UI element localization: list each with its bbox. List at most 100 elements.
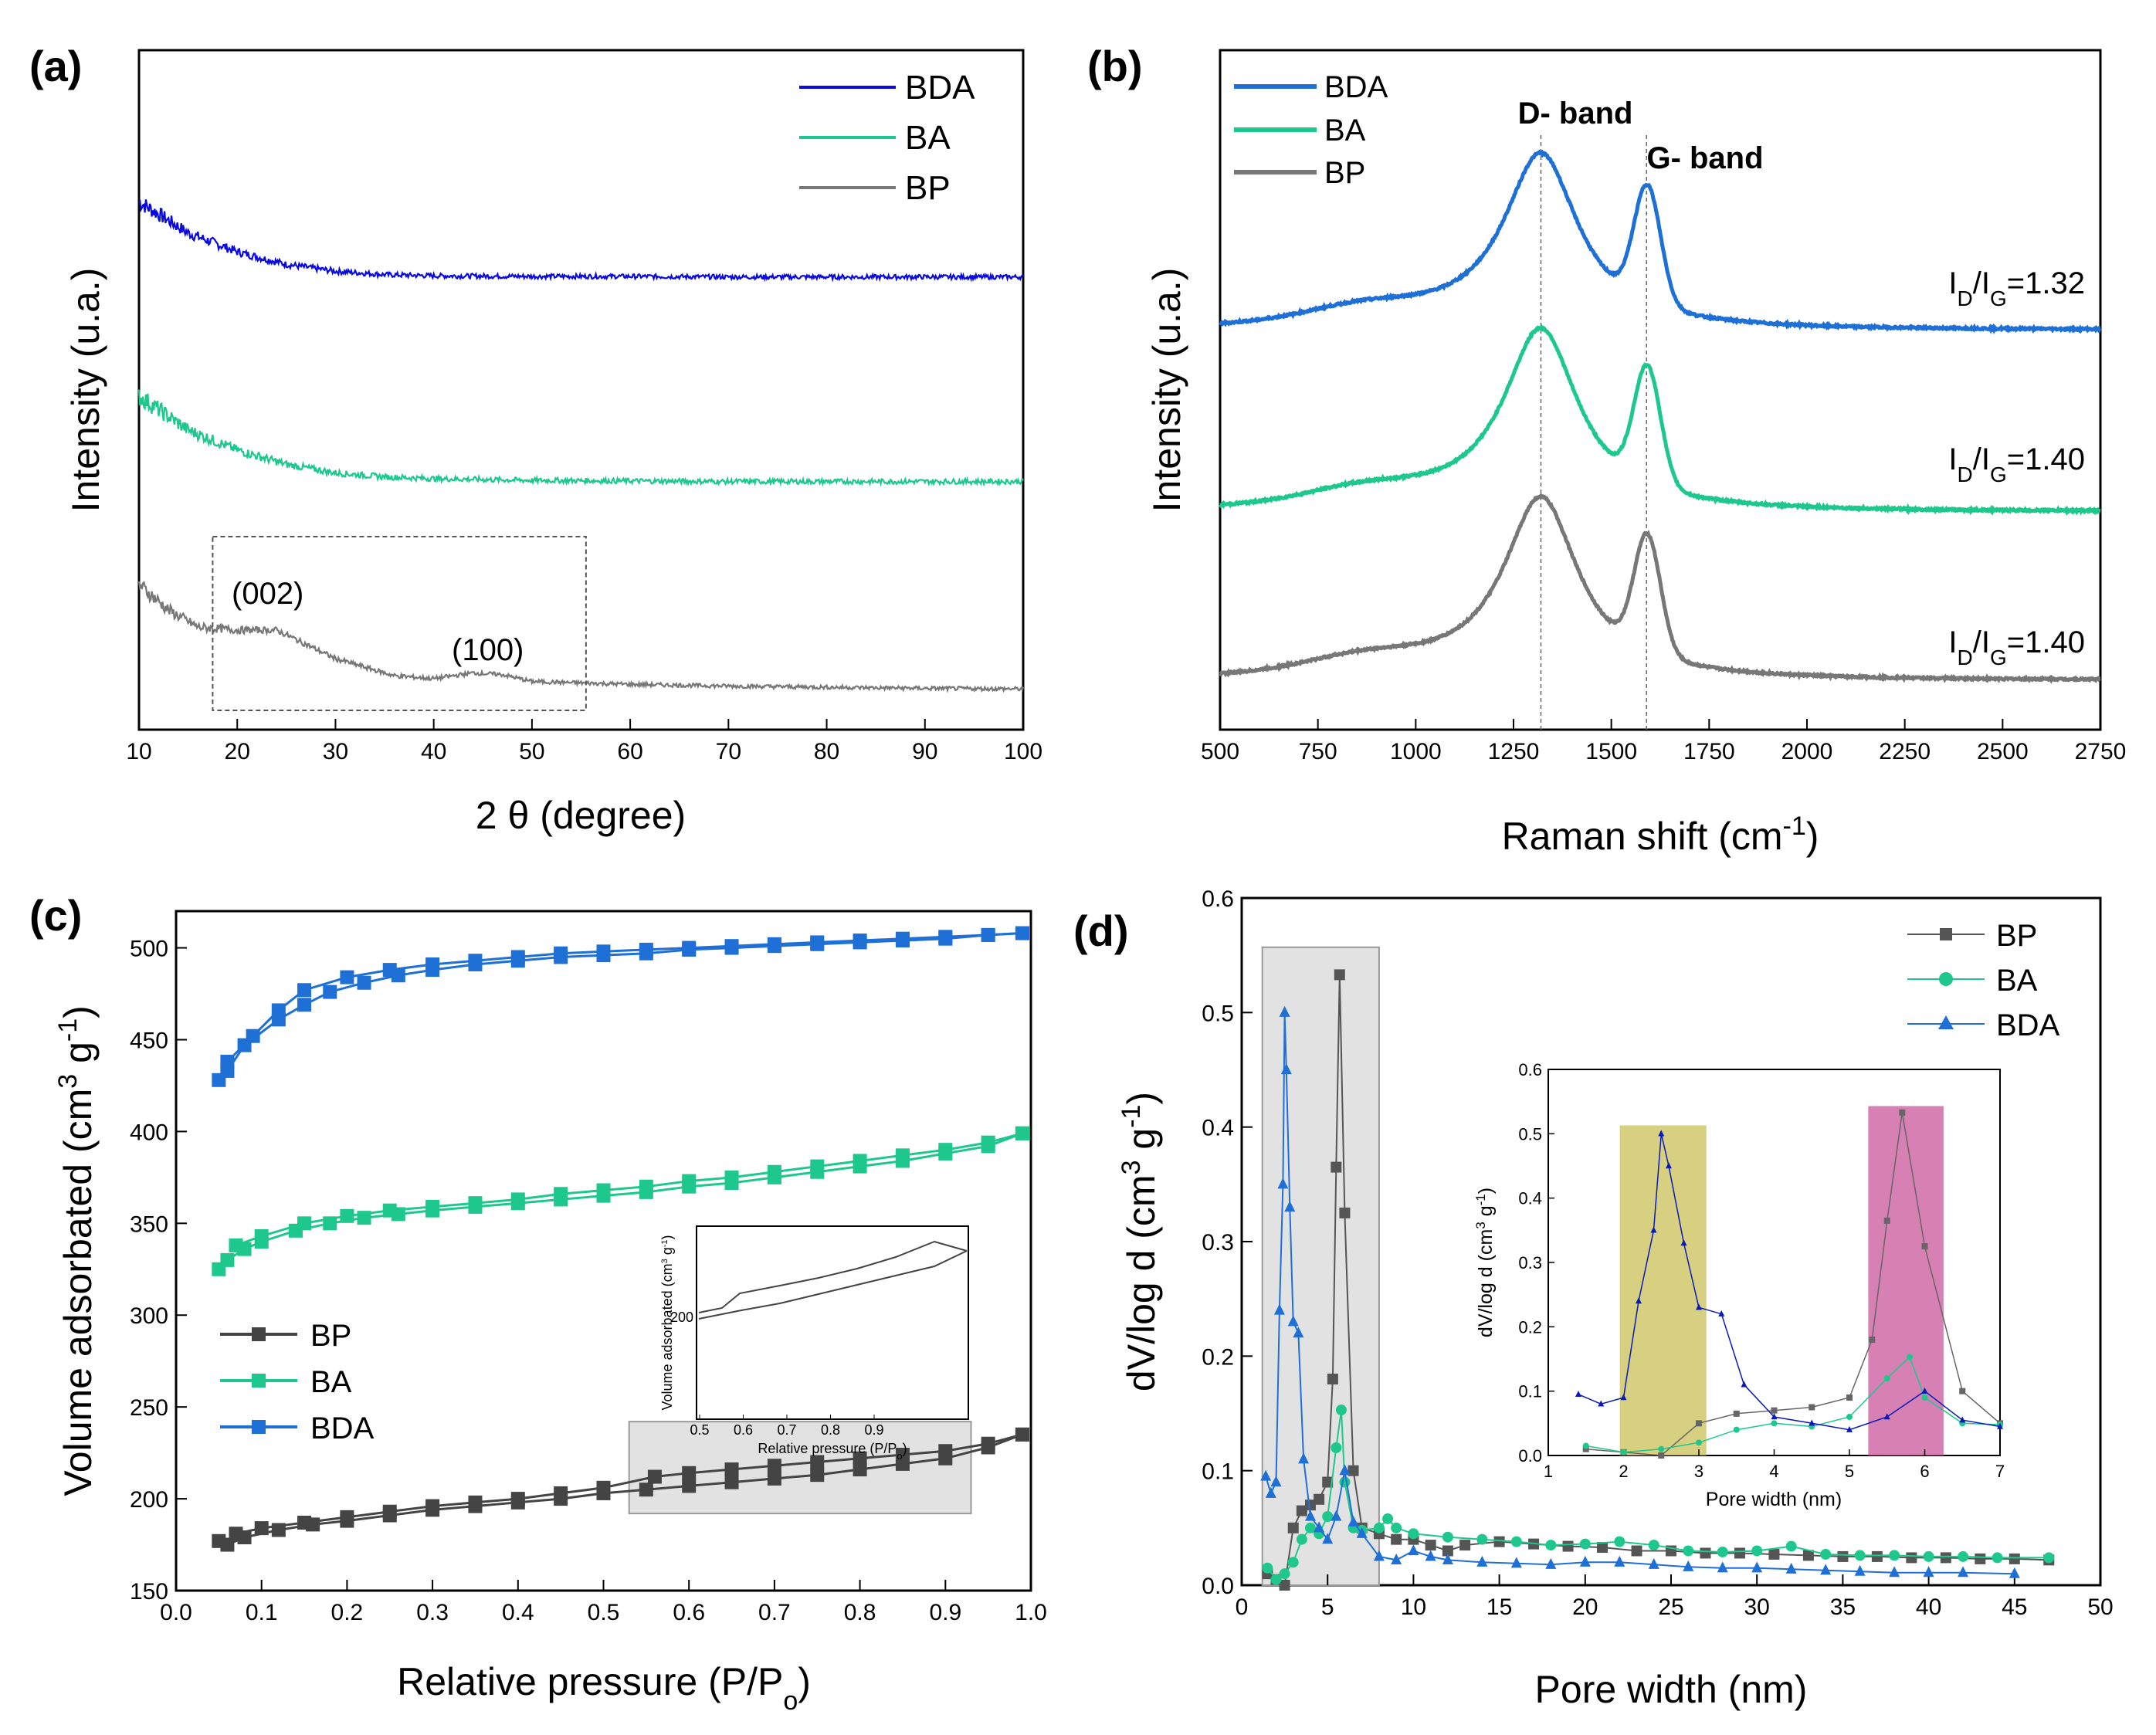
- panel-d-inset-bda-point: [1846, 1425, 1853, 1432]
- panel-c-xtick-label-0.1: 0.1: [246, 1600, 278, 1625]
- panel-c-bda-adsorption-point: [357, 975, 371, 990]
- panel-d-inset-ytick-label-0.2: 0.2: [1518, 1317, 1542, 1337]
- panel-d-inset-bda-point: [1636, 1297, 1642, 1304]
- panel-d-bda-point: [1391, 1553, 1402, 1564]
- panel-d-inset-ba-point: [1921, 1394, 1928, 1401]
- panel-c-bp-adsorption-point: [682, 1479, 697, 1493]
- panel-c-bda-desorption-point: [596, 944, 611, 959]
- panel-d-inset-pink-box: [1868, 1106, 1944, 1455]
- panel-c-bda-desorption-point: [724, 939, 739, 954]
- panel-d-ba-point: [1408, 1528, 1419, 1540]
- panel-d-inset-ytick-label-0.4: 0.4: [1518, 1189, 1542, 1208]
- panel-c-ba-desorption-point: [981, 1135, 995, 1150]
- panel-d-inset-bda-point: [1883, 1413, 1890, 1420]
- panel-d-ytick-label-0.6: 0.6: [1202, 886, 1234, 912]
- panel-d-bda-point: [1751, 1561, 1763, 1573]
- panel-d-bp-point: [1871, 1550, 1883, 1562]
- panel-d-inset-bda-point: [1658, 1130, 1665, 1137]
- legend-c-ba-marker: [252, 1374, 266, 1388]
- panel-a-xlabel: 2 θ (degree): [476, 794, 686, 837]
- panel-d-inset-bda-line: [1578, 1134, 2001, 1431]
- panel-d-ba-point: [1648, 1540, 1659, 1551]
- panel-b-xlabel: Raman shift (cm-1): [1502, 812, 1819, 858]
- panel-d-ba-point: [1579, 1538, 1591, 1550]
- panel-d-inset-bda-point: [1997, 1422, 2003, 1429]
- panel-d-bda-point: [1322, 1533, 1334, 1544]
- panel-b-ratio-bda: ID/IG=1.32: [1948, 266, 2085, 310]
- panel-d-bda-point: [1270, 1476, 1282, 1487]
- panel-d-bda-point: [1265, 1486, 1276, 1498]
- panel-c-ba-desorption-point: [639, 1179, 653, 1194]
- panel-d-ba-point: [1510, 1536, 1522, 1547]
- panel-d-bda-point: [2009, 1567, 2020, 1578]
- panel-d-ba-point: [1335, 1405, 1347, 1416]
- panel-c-ytick-label-350: 350: [130, 1211, 168, 1237]
- panel-d-bda-point: [1279, 1005, 1290, 1017]
- panel-d-bp-point: [1597, 1542, 1609, 1554]
- panel-d-bda-point: [1280, 1063, 1292, 1075]
- panel-c-bda-desorption-point: [271, 1003, 286, 1018]
- panel-d-bda-point: [1373, 1550, 1385, 1561]
- panel-c-xtick-label-0.2: 0.2: [331, 1600, 364, 1625]
- panel-c-bda-desorption-point: [1015, 926, 1029, 940]
- panel-d-ba-point: [1382, 1513, 1394, 1524]
- panel-d-inset-ba-point: [1846, 1414, 1853, 1420]
- panel-b-xtick-label-1750: 1750: [1683, 739, 1735, 764]
- panel-d-inset-xtick-label-1: 1: [1544, 1462, 1553, 1481]
- panel-d-inset-xtick-label-6: 6: [1920, 1462, 1929, 1481]
- panel-c-ba-desorption-point: [425, 1199, 440, 1214]
- panel-c-xtick-label-0.9: 0.9: [929, 1600, 961, 1625]
- panel-c-ytick-label-150: 150: [130, 1579, 168, 1605]
- panel-b-series-bda: [1219, 149, 2102, 335]
- panel-b-d-band-label: D- band: [1518, 97, 1633, 130]
- panel-d-bda-point: [1425, 1550, 1436, 1561]
- panel-d-ticks: 0 5 10 15 20 25 30 35 40 45 500.00.10.20.30.40.50.…: [1202, 886, 2113, 1620]
- panel-d-bp-point: [1837, 1550, 1849, 1562]
- panel-d-inset-ba-point: [1883, 1375, 1890, 1381]
- panel-d-bp-point: [1734, 1547, 1745, 1559]
- panel-d-bda-point: [1314, 1521, 1325, 1533]
- panel-d-xtick-label-0: 0: [1236, 1594, 1249, 1620]
- panel-d-label: (d): [1073, 906, 1129, 955]
- panel-d-ba-point: [1717, 1546, 1728, 1557]
- panel-c-inset-xtick-label: 0.6: [734, 1422, 753, 1438]
- panel-d-ba-point: [1476, 1533, 1488, 1545]
- panel-d-bda-point: [1348, 1516, 1359, 1527]
- panel-d-inset-ba-point: [1696, 1439, 1702, 1446]
- panel-d-bda-point: [1717, 1561, 1728, 1573]
- panel-d-bp-point: [1493, 1536, 1505, 1547]
- panel-d-ba-point: [1391, 1522, 1402, 1533]
- panel-c-bp-desorption-point: [810, 1455, 825, 1469]
- panel-d-bda-point: [1785, 1562, 1797, 1574]
- panel-c-ytick-label-200: 200: [130, 1487, 168, 1513]
- panel-d-bda-point: [1648, 1557, 1659, 1569]
- panel-a-label: (a): [29, 42, 82, 90]
- panel-d-inset-yellow-box: [1619, 1125, 1707, 1455]
- panel-c-inset-xtick-label: 0.8: [821, 1422, 840, 1438]
- panel-d-xtick-label-20: 20: [1572, 1594, 1598, 1620]
- panel-c-bda-desorption-point: [510, 950, 525, 964]
- panel-c-xtick-label-0.5: 0.5: [588, 1600, 620, 1625]
- panel-c-xtick-label-0.6: 0.6: [673, 1600, 705, 1625]
- panel-d-bda-point: [1273, 1303, 1285, 1315]
- panel-d-inset-bda-point: [1620, 1394, 1627, 1401]
- panel-d-ylabel: dV/log d (cm3 g-1): [1117, 1092, 1163, 1391]
- panel-a-inset-box: [212, 536, 587, 711]
- panel-d-xtick-label-10: 10: [1401, 1594, 1426, 1620]
- panel-d-ytick-label-0.3: 0.3: [1202, 1230, 1234, 1256]
- panel-d-inset-bda-point: [1650, 1226, 1657, 1233]
- panel-b-xtick-label-2750: 2750: [2075, 739, 2127, 764]
- panel-d-bp-point: [1768, 1548, 1780, 1560]
- panel-d-inset-bp-point: [1869, 1337, 1876, 1343]
- panel-d-ba-point: [1820, 1548, 1832, 1560]
- panel-c-xtick-label-0: 0.0: [160, 1600, 192, 1625]
- panel-c-bp-adsorption-point: [767, 1471, 781, 1486]
- panel-c-inset-ylabel: Volume adsorbated (cm3 g-1): [659, 1235, 675, 1410]
- legend-d-bda-label: BDA: [1996, 1008, 2060, 1042]
- panel-d-ba-point: [1614, 1536, 1625, 1547]
- panel-d-bda-point: [1958, 1566, 1969, 1577]
- panel-d-bp-point: [1906, 1552, 1917, 1564]
- panel-d-ytick-label-0.1: 0.1: [1202, 1459, 1234, 1485]
- panel-d-inset-bp-point: [1658, 1452, 1665, 1459]
- panel-d-xtick-label-35: 35: [1830, 1594, 1856, 1620]
